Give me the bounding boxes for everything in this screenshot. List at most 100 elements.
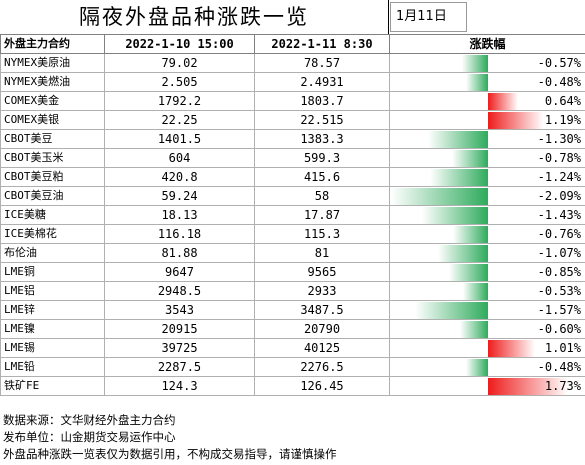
table-row: 布伦油 81.88 81 -1.07% <box>0 243 585 263</box>
footer-publisher: 发布单位：山金期货交易运作中心 <box>3 430 176 444</box>
title-row: 隔夜外盘品种涨跌一览 1月11日 <box>0 0 585 34</box>
table-row: COMEX美金 1792.2 1803.7 0.64% <box>0 91 585 111</box>
row-price-prev: 1401.5 <box>104 129 255 149</box>
change-bar-down <box>430 169 488 186</box>
row-change: -0.57% <box>389 53 585 73</box>
row-price-curr: 599.3 <box>254 148 390 168</box>
row-change: -0.60% <box>389 319 585 339</box>
change-bar-down <box>462 55 488 72</box>
change-bar-down <box>415 302 488 319</box>
row-name: CBOT美豆油 <box>0 186 105 206</box>
change-percent: -0.60% <box>537 322 581 336</box>
footer-notes: 数据来源：文华财经外盘主力合约 发布单位：山金期货交易运作中心 外盘品种涨跌一览… <box>0 412 585 463</box>
change-bar-up <box>488 340 535 357</box>
row-price-curr: 17.87 <box>254 205 390 225</box>
row-change: -1.24% <box>389 167 585 187</box>
row-name: COMEX美银 <box>0 110 105 130</box>
row-price-curr: 415.6 <box>254 167 390 187</box>
row-price-curr: 20790 <box>254 319 390 339</box>
table-row: ICE美糖 18.13 17.87 -1.43% <box>0 205 585 225</box>
row-price-prev: 59.24 <box>104 186 255 206</box>
change-percent: 1.01% <box>544 341 581 355</box>
row-price-prev: 420.8 <box>104 167 255 187</box>
row-change: 1.19% <box>389 110 585 130</box>
row-change: -1.43% <box>389 205 585 225</box>
table-row: CBOT美豆油 59.24 58 -2.09% <box>0 186 585 206</box>
change-bar-down <box>466 359 488 376</box>
row-price-curr: 81 <box>254 243 390 263</box>
change-percent: -0.76% <box>537 227 581 241</box>
row-name: LME锡 <box>0 338 105 358</box>
row-price-curr: 2.4931 <box>254 72 390 92</box>
row-name: LME镍 <box>0 319 105 339</box>
row-price-prev: 18.13 <box>104 205 255 225</box>
row-price-curr: 22.515 <box>254 110 390 130</box>
row-change: -1.07% <box>389 243 585 263</box>
row-name: 铁矿FE <box>0 376 105 396</box>
row-name: ICE美棉花 <box>0 224 105 244</box>
change-bar-down <box>391 188 488 205</box>
row-price-prev: 2287.5 <box>104 357 255 377</box>
change-percent: -0.48% <box>537 360 581 374</box>
footer-source: 数据来源：文华财经外盘主力合约 <box>3 413 176 427</box>
change-bar-down <box>453 226 488 243</box>
change-percent: -1.57% <box>537 303 581 317</box>
change-percent: -2.09% <box>537 189 581 203</box>
header-name: 外盘主力合约 <box>0 34 105 54</box>
row-name: NYMEX美原油 <box>0 53 105 73</box>
row-price-curr: 78.57 <box>254 53 390 73</box>
change-bar-down <box>422 207 488 224</box>
change-bar-down <box>438 245 488 262</box>
table-row: CBOT美豆 1401.5 1383.3 -1.30% <box>0 129 585 149</box>
change-bar-down <box>466 74 488 91</box>
change-bar-down <box>449 264 488 281</box>
row-name: 布伦油 <box>0 243 105 263</box>
row-price-prev: 1792.2 <box>104 91 255 111</box>
page-title: 隔夜外盘品种涨跌一览 <box>0 0 389 34</box>
row-change: -1.57% <box>389 300 585 320</box>
change-percent: -1.07% <box>537 246 581 260</box>
row-price-curr: 126.45 <box>254 376 390 396</box>
row-price-prev: 9647 <box>104 262 255 282</box>
header-change: 涨跌幅 <box>389 34 585 54</box>
change-percent: 1.73% <box>544 379 581 393</box>
row-name: CBOT美豆粕 <box>0 167 105 187</box>
row-change: 1.01% <box>389 338 585 358</box>
row-price-prev: 3543 <box>104 300 255 320</box>
change-percent: -1.43% <box>537 208 581 222</box>
change-bar-down <box>463 283 488 300</box>
change-percent: -0.78% <box>537 151 581 165</box>
row-price-curr: 1803.7 <box>254 91 390 111</box>
change-percent: -1.30% <box>537 132 581 146</box>
row-name: LME铜 <box>0 262 105 282</box>
change-bar-up <box>488 93 518 110</box>
change-bar-up <box>488 378 568 395</box>
row-price-curr: 9565 <box>254 262 390 282</box>
row-price-curr: 2933 <box>254 281 390 301</box>
row-price-curr: 115.3 <box>254 224 390 244</box>
row-price-prev: 39725 <box>104 338 255 358</box>
row-name: LME铝 <box>0 281 105 301</box>
table-row: LME锌 3543 3487.5 -1.57% <box>0 300 585 320</box>
footer-disclaimer: 外盘品种涨跌一览表仅为数据引用，不构成交易指导，请谨慎操作 <box>3 447 337 461</box>
change-bar-down <box>460 321 488 338</box>
row-change: -0.78% <box>389 148 585 168</box>
row-change: -0.53% <box>389 281 585 301</box>
price-table: 外盘主力合约 2022-1-10 15:00 2022-1-11 8:30 涨跌… <box>0 34 585 396</box>
table-row: LME铝 2948.5 2933 -0.53% <box>0 281 585 301</box>
change-percent: 1.19% <box>544 113 581 127</box>
row-name: COMEX美金 <box>0 91 105 111</box>
row-change: -2.09% <box>389 186 585 206</box>
change-bar-up <box>488 112 543 129</box>
row-price-curr: 3487.5 <box>254 300 390 320</box>
row-change: -1.30% <box>389 129 585 149</box>
row-price-prev: 20915 <box>104 319 255 339</box>
row-change: -0.48% <box>389 357 585 377</box>
row-change: 1.73% <box>389 376 585 396</box>
row-price-prev: 2948.5 <box>104 281 255 301</box>
table-row: CBOT美玉米 604 599.3 -0.78% <box>0 148 585 168</box>
row-price-prev: 81.88 <box>104 243 255 263</box>
row-price-prev: 79.02 <box>104 53 255 73</box>
row-change: -0.76% <box>389 224 585 244</box>
change-bar-down <box>428 131 488 148</box>
